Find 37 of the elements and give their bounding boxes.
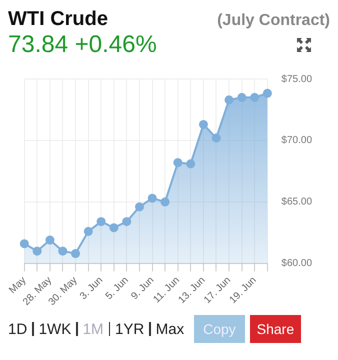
x-tick-label: 5. Jun: [104, 274, 131, 302]
x-tick-label: May: [7, 274, 28, 296]
point: [173, 158, 182, 168]
point: [84, 226, 93, 236]
point: [109, 223, 118, 232]
point: [224, 95, 234, 104]
point: [134, 202, 144, 212]
text: Copy: [194, 315, 245, 343]
point: [58, 246, 68, 256]
point: [20, 239, 29, 248]
x-tick-label: 3. Jun: [78, 274, 106, 302]
text: 1D: [8, 320, 28, 338]
y-tick-label: $70.00: [281, 135, 312, 146]
text: Share: [250, 315, 302, 343]
text: 1YR: [115, 320, 144, 338]
point: [71, 249, 80, 258]
point: [32, 246, 42, 256]
point: [186, 159, 196, 168]
point: [198, 120, 208, 129]
point: [262, 88, 272, 98]
chart-title: WTI Crude: [8, 8, 108, 31]
point: [237, 92, 246, 102]
y-tick-label: $75.00: [281, 74, 312, 85]
point: [122, 217, 132, 226]
chart-subtitle: (July Contract): [217, 12, 330, 30]
point: [250, 92, 260, 102]
y-tick-label: $60.00: [281, 258, 312, 270]
point: [45, 236, 54, 245]
text: 73.84 +0.46%: [8, 31, 157, 59]
point: [212, 133, 221, 142]
y-tick-label: $65.00: [281, 196, 312, 208]
text: Max: [156, 320, 184, 338]
text: 1M: [82, 320, 104, 338]
point: [160, 197, 170, 206]
point: [96, 217, 106, 226]
point: [148, 194, 157, 203]
text: 1WK: [38, 320, 72, 338]
